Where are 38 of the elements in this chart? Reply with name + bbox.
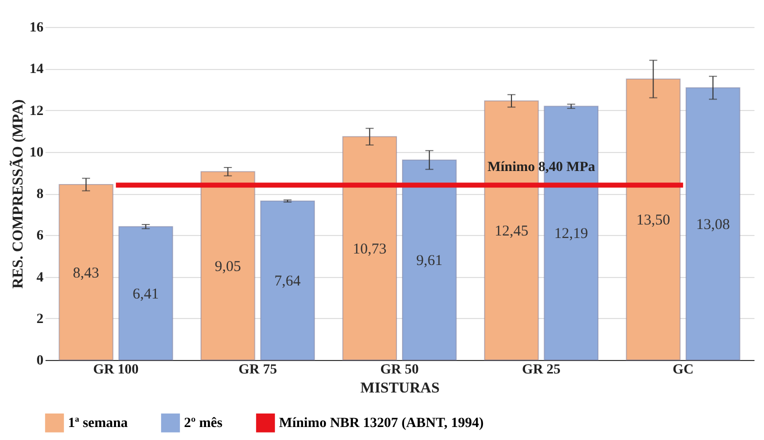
data-label: 9,61	[416, 252, 442, 269]
legend-label: 1ª semana	[68, 416, 128, 431]
data-label: 7,64	[274, 273, 302, 290]
bar	[342, 136, 398, 360]
data-label: 13,08	[696, 216, 730, 233]
data-label: 10,73	[352, 241, 387, 258]
data-label: 13,50	[636, 212, 670, 229]
x-tick-label: GR 50	[380, 362, 419, 378]
bar	[686, 87, 740, 360]
data-label: 6,41	[132, 286, 159, 302]
y-tick-label: 16	[30, 20, 44, 36]
y-tick-label: 8	[36, 187, 44, 202]
bar	[200, 171, 256, 360]
bar	[260, 200, 315, 360]
y-tick-label: 0	[36, 354, 44, 368]
bar	[402, 159, 457, 360]
y-tick-label: 10	[30, 145, 44, 160]
legend-label: Mínimo NBR 13207 (ABNT, 1994)	[279, 416, 484, 431]
y-tick-label: 14	[30, 62, 44, 78]
bar	[118, 226, 174, 360]
data-label: 9,05	[214, 258, 241, 275]
data-label: 8,43	[72, 265, 100, 282]
bar	[626, 78, 681, 360]
y-tick-label: 12	[30, 104, 44, 119]
x-axis-title: MISTURAS	[360, 380, 440, 396]
x-tick-label: GR 100	[93, 362, 139, 378]
y-axis-title: RES. COMPRESSÃO (MPA)	[10, 99, 26, 289]
legend-label: 2º mês	[184, 416, 223, 431]
y-tick-label: 4	[36, 270, 44, 286]
data-label: 12,19	[554, 226, 588, 242]
bar	[58, 184, 114, 360]
y-tick-label: 6	[36, 228, 44, 244]
bar	[484, 100, 539, 360]
y-tick-label: 2	[36, 312, 44, 327]
x-tick-label: GC	[672, 362, 694, 378]
x-tick-label: GR 75	[238, 362, 277, 378]
x-tick-label: GR 25	[522, 362, 561, 378]
data-label: 12,45	[494, 223, 528, 240]
